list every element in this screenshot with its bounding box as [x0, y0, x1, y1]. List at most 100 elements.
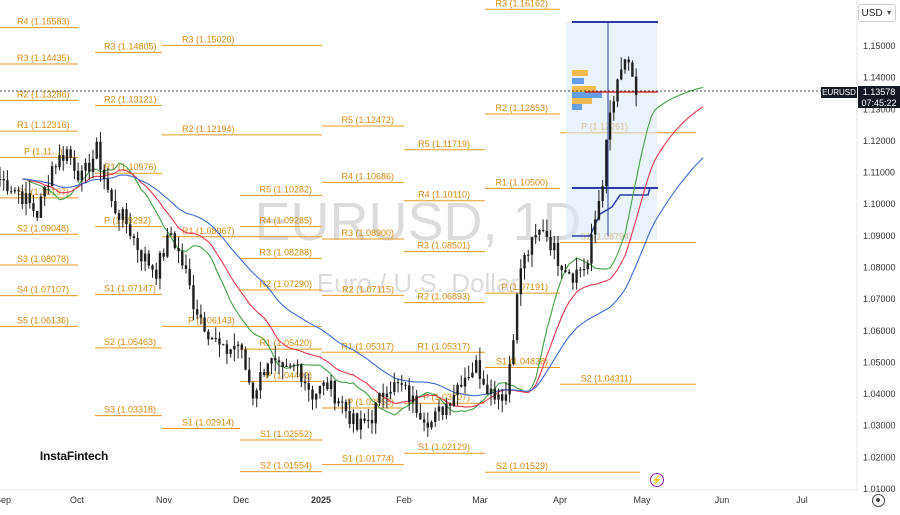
- candle-body: [192, 285, 195, 310]
- candle-body: [99, 141, 102, 170]
- last-price-badge: 1.13578 07:45:22: [858, 86, 900, 108]
- candle-body: [36, 210, 39, 218]
- pivot-label: R1 (1.05317): [341, 341, 394, 351]
- pivot-label: R5 (1.12472): [341, 115, 394, 125]
- pivot-label: S2 (1.01529): [496, 461, 548, 471]
- candle-body: [556, 242, 560, 266]
- pivot-label: S1 (1.07147): [104, 283, 156, 293]
- x-tick-label: Nov: [156, 495, 173, 505]
- candle-body: [378, 392, 381, 403]
- candle-body: [9, 191, 13, 193]
- candle-body: [28, 193, 31, 204]
- candle-body: [255, 390, 258, 399]
- candle-body: [307, 383, 310, 390]
- x-tick-label: Oct: [70, 495, 85, 505]
- candle-body: [121, 209, 124, 220]
- volume-profile-bar: [572, 78, 584, 84]
- range-box-fill: [566, 22, 657, 240]
- candle-body: [482, 378, 485, 385]
- pivot-label: S2 (1.01554): [260, 461, 312, 471]
- candle-body: [601, 186, 604, 201]
- candle-body: [76, 170, 80, 181]
- candle-body: [445, 403, 448, 416]
- candle-body: [274, 358, 277, 361]
- candle-body: [463, 377, 467, 387]
- candle-body: [65, 149, 69, 161]
- candle-body: [582, 269, 586, 271]
- candle-body: [396, 382, 400, 384]
- settings-gear-icon[interactable]: [872, 494, 885, 507]
- candle-body: [155, 269, 158, 279]
- candle-body: [39, 196, 43, 218]
- currency-selector[interactable]: USD ▼: [858, 4, 896, 22]
- candle-body: [571, 273, 575, 283]
- candle-body: [545, 230, 549, 237]
- candle-body: [248, 369, 251, 383]
- last-price-value: 1.13578: [862, 87, 896, 97]
- candle-body: [95, 141, 98, 159]
- candle-body: [84, 162, 87, 171]
- candle-body: [80, 170, 84, 181]
- y-tick-label: 1.01000: [863, 484, 896, 494]
- candle-body: [233, 345, 236, 350]
- candle-body: [530, 237, 534, 255]
- candle-body: [311, 389, 314, 400]
- pivot-label: R2 (1.13121): [104, 94, 157, 104]
- candle-body: [348, 411, 351, 425]
- candle-body: [102, 169, 106, 179]
- candle-body: [519, 268, 522, 295]
- candle-body: [549, 236, 552, 251]
- candle-body: [326, 382, 329, 390]
- candle-body: [527, 254, 530, 256]
- pivot-label: S3 (1.03318): [104, 405, 156, 415]
- pivot-label: R2 (1.07115): [342, 284, 394, 294]
- watermark-symbol: EURUSD, 1D: [254, 192, 581, 252]
- candle-body: [21, 191, 24, 204]
- y-tick-label: 1.12000: [863, 136, 896, 146]
- candle-body: [73, 157, 76, 171]
- pivot-label: S1 (1.02552): [260, 429, 312, 439]
- pivot-label: P (1.03555): [347, 397, 394, 407]
- candles: [0, 56, 638, 440]
- y-tick-label: 1.09000: [863, 231, 896, 241]
- candle-body: [6, 180, 9, 192]
- candle-body: [456, 384, 459, 396]
- pivot-label: R3 (1.15020): [182, 34, 235, 44]
- candle-body: [106, 178, 110, 190]
- candle-body: [173, 233, 177, 248]
- candle-body: [244, 349, 247, 370]
- candle-body: [162, 253, 165, 257]
- candle-body: [110, 189, 113, 201]
- candle-body: [24, 193, 28, 204]
- candle-body: [169, 233, 173, 235]
- x-tick-label: Jun: [715, 495, 730, 505]
- candle-body: [17, 190, 20, 192]
- candle-body: [337, 401, 340, 404]
- pivot-label: S2 (1.09048): [17, 223, 69, 233]
- candle-body: [188, 268, 191, 286]
- candle-body: [318, 385, 322, 394]
- lightning-icon[interactable]: ⚡: [650, 473, 664, 487]
- candle-body: [177, 247, 180, 252]
- candle-body: [534, 234, 537, 238]
- candle-body: [151, 265, 154, 270]
- pivot-label: R1 (1.08967): [182, 226, 235, 236]
- grid: [0, 0, 858, 491]
- candle-body: [117, 213, 121, 220]
- pivot-label: R4 (1.15583): [17, 17, 70, 27]
- y-tick-label: 1.15000: [863, 41, 896, 51]
- candle-body: [344, 401, 348, 412]
- candle-body: [486, 384, 489, 395]
- candle-body: [616, 79, 619, 102]
- candle-body: [285, 365, 288, 367]
- pivot-label: S2 (1.05463): [104, 337, 156, 347]
- candle-body: [512, 340, 515, 365]
- pivot-label: R1 (1.05420): [259, 338, 312, 348]
- candle-body: [240, 344, 243, 350]
- candle-body: [181, 251, 184, 266]
- candle-body: [195, 309, 199, 315]
- candle-body: [266, 363, 270, 375]
- candle-body: [147, 253, 150, 266]
